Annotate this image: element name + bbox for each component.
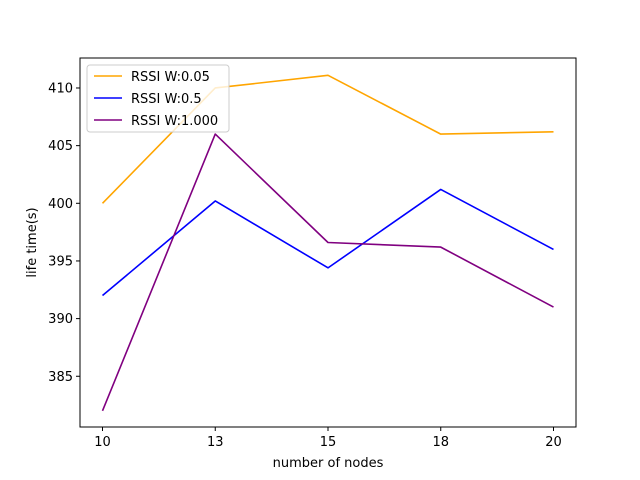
x-tick-label: 18 [432,435,449,450]
x-tick-label: 20 [545,435,562,450]
x-axis-ticks: 10 13 15 18 20 [94,427,562,450]
y-tick-label: 400 [48,197,73,212]
y-axis-label: life time(s) [25,207,40,277]
legend-label-1: RSSI W:0.05 [131,70,210,85]
x-axis-label: number of nodes [273,456,384,471]
x-tick-label: 13 [207,435,224,450]
legend-label-3: RSSI W:1.000 [131,114,218,129]
series-line-3 [101,133,554,412]
legend-label-2: RSSI W:0.5 [131,92,202,107]
series-line-2 [101,188,554,297]
y-tick-label: 390 [48,312,73,327]
y-axis-ticks: 385 390 395 400 405 410 [48,81,80,385]
legend-box [86,64,230,133]
x-tick-label: 10 [94,435,111,450]
y-tick-label: 410 [48,81,73,96]
x-tick-label: 15 [320,435,337,450]
y-tick-label: 395 [48,254,73,269]
legend: RSSI W:0.05 RSSI W:0.5 RSSI W:1.000 [86,64,230,133]
y-tick-label: 385 [48,370,73,385]
y-tick-label: 405 [48,139,73,154]
